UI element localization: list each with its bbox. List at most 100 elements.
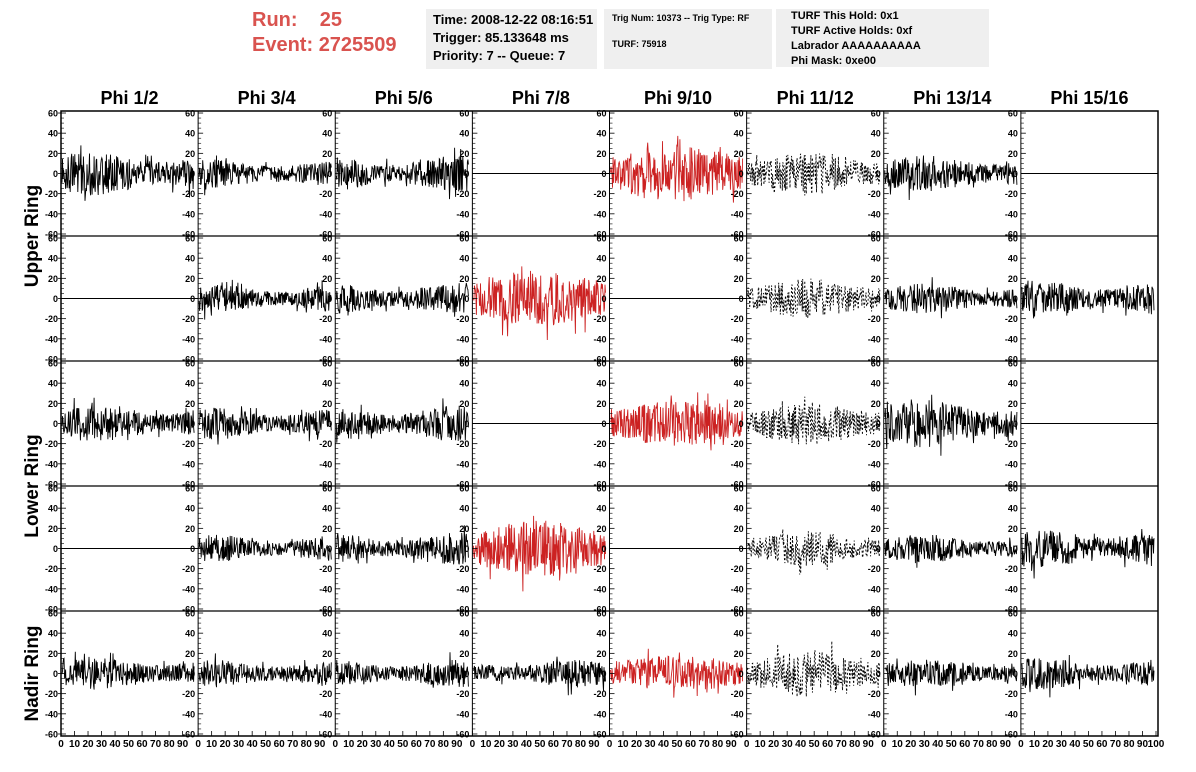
y-tick-label: 0 (327, 294, 332, 304)
y-tick-label: 60 (1008, 609, 1018, 619)
y-tick-label: -60 (456, 479, 469, 489)
ring-label: Upper Ring (22, 185, 43, 287)
time-text: Time: 2008-12-22 08:16:51 (433, 12, 594, 27)
y-tick-label: -40 (593, 334, 606, 344)
y-tick-label: 20 (596, 524, 606, 534)
y-tick-label: -40 (456, 209, 469, 219)
y-tick-label: 20 (1008, 399, 1018, 409)
x-tick-label: 80 (575, 739, 587, 750)
y-tick-label: 20 (185, 649, 195, 659)
y-tick-label: -40 (868, 584, 881, 594)
y-tick-label: -60 (456, 604, 469, 614)
y-tick-label: 0 (876, 169, 881, 179)
y-tick-label: -40 (182, 334, 195, 344)
waveform-trace (61, 145, 195, 201)
dashed-trace (747, 153, 881, 196)
x-tick-label: 50 (946, 739, 958, 750)
y-tick-label: -20 (868, 439, 881, 449)
x-tick-label: 90 (177, 739, 189, 750)
y-tick-label: 40 (322, 254, 332, 264)
y-tick-label: 60 (1008, 234, 1018, 244)
y-tick-label: -20 (593, 689, 606, 699)
y-tick-label: -40 (456, 709, 469, 719)
waveform-trace (1021, 280, 1155, 319)
y-tick-label: -20 (456, 439, 469, 449)
y-tick-label: 0 (464, 419, 469, 429)
x-tick-label: 0 (332, 739, 338, 750)
y-tick-label: -60 (182, 604, 195, 614)
y-tick-label: 20 (322, 649, 332, 659)
y-tick-label: -40 (182, 209, 195, 219)
x-tick-label: 40 (658, 739, 670, 750)
y-tick-label: 0 (601, 419, 606, 429)
y-tick-label: -20 (182, 189, 195, 199)
y-tick-label: 20 (185, 274, 195, 284)
y-tick-label: -40 (319, 709, 332, 719)
trig-info-panel: Trig Num: 10373 -- Trig Type: RF TURF: 7… (604, 9, 772, 69)
y-tick-label: -20 (182, 564, 195, 574)
dashed-trace (747, 641, 881, 697)
run-row: Run: 25 (252, 8, 397, 33)
y-tick-label: -40 (868, 209, 881, 219)
waveform-trace (884, 394, 1018, 456)
x-tick-label: 100 (1148, 739, 1165, 750)
y-tick-label: -40 (319, 209, 332, 219)
y-tick-label: -20 (45, 314, 58, 324)
x-tick-label: 60 (137, 739, 149, 750)
y-tick-label: 60 (48, 109, 58, 119)
y-tick-label: 60 (871, 234, 881, 244)
y-tick-label: -60 (868, 479, 881, 489)
y-tick-label: -60 (182, 354, 195, 364)
y-tick-label: 60 (871, 609, 881, 619)
y-tick-label: 60 (322, 484, 332, 494)
x-tick-label: 70 (699, 739, 711, 750)
x-tick-label: 30 (233, 739, 245, 750)
y-tick-label: 40 (871, 504, 881, 514)
y-tick-label: -60 (1005, 729, 1018, 739)
y-tick-label: -60 (456, 354, 469, 364)
y-tick-label: -60 (182, 479, 195, 489)
y-tick-label: -20 (45, 189, 58, 199)
x-tick-label: 30 (96, 739, 108, 750)
y-tick-label: -40 (319, 584, 332, 594)
y-tick-label: 60 (48, 484, 58, 494)
x-tick-label: 50 (809, 739, 821, 750)
y-tick-label: 0 (190, 169, 195, 179)
y-tick-label: -40 (45, 334, 58, 344)
x-tick-label: 90 (588, 739, 600, 750)
y-tick-label: -40 (593, 584, 606, 594)
waveform-trace (198, 155, 332, 196)
y-tick-label: -60 (731, 354, 744, 364)
y-tick-label: 0 (53, 669, 58, 679)
y-tick-label: 0 (876, 294, 881, 304)
x-tick-label: 0 (881, 739, 887, 750)
y-tick-label: 40 (322, 504, 332, 514)
trig-num-text: Trig Num: 10373 -- Trig Type: RF (612, 13, 750, 23)
y-tick-label: 20 (322, 149, 332, 159)
y-tick-label: 0 (53, 544, 58, 554)
y-tick-label: 60 (871, 359, 881, 369)
triggered-trace (610, 648, 744, 698)
y-tick-label: 20 (871, 149, 881, 159)
y-tick-label: 40 (871, 129, 881, 139)
y-tick-label: -40 (319, 334, 332, 344)
x-tick-label: 80 (849, 739, 861, 750)
column-title: Phi 11/12 (777, 88, 854, 108)
y-tick-label: -20 (731, 314, 744, 324)
y-tick-label: -20 (45, 439, 58, 449)
x-tick-label: 20 (82, 739, 94, 750)
x-tick-label: 70 (973, 739, 985, 750)
x-tick-label: 30 (1056, 739, 1068, 750)
column-title: Phi 13/14 (913, 88, 991, 108)
y-tick-label: -20 (319, 189, 332, 199)
y-tick-label: 40 (1008, 379, 1018, 389)
y-tick-label: -20 (45, 689, 58, 699)
y-tick-label: 60 (596, 234, 606, 244)
y-tick-label: 0 (190, 294, 195, 304)
x-tick-label: 40 (795, 739, 807, 750)
y-tick-label: 20 (734, 149, 744, 159)
x-tick-label: 0 (58, 739, 64, 750)
waveform-trace (335, 282, 469, 317)
y-tick-label: -60 (731, 729, 744, 739)
x-tick-label: 40 (384, 739, 396, 750)
